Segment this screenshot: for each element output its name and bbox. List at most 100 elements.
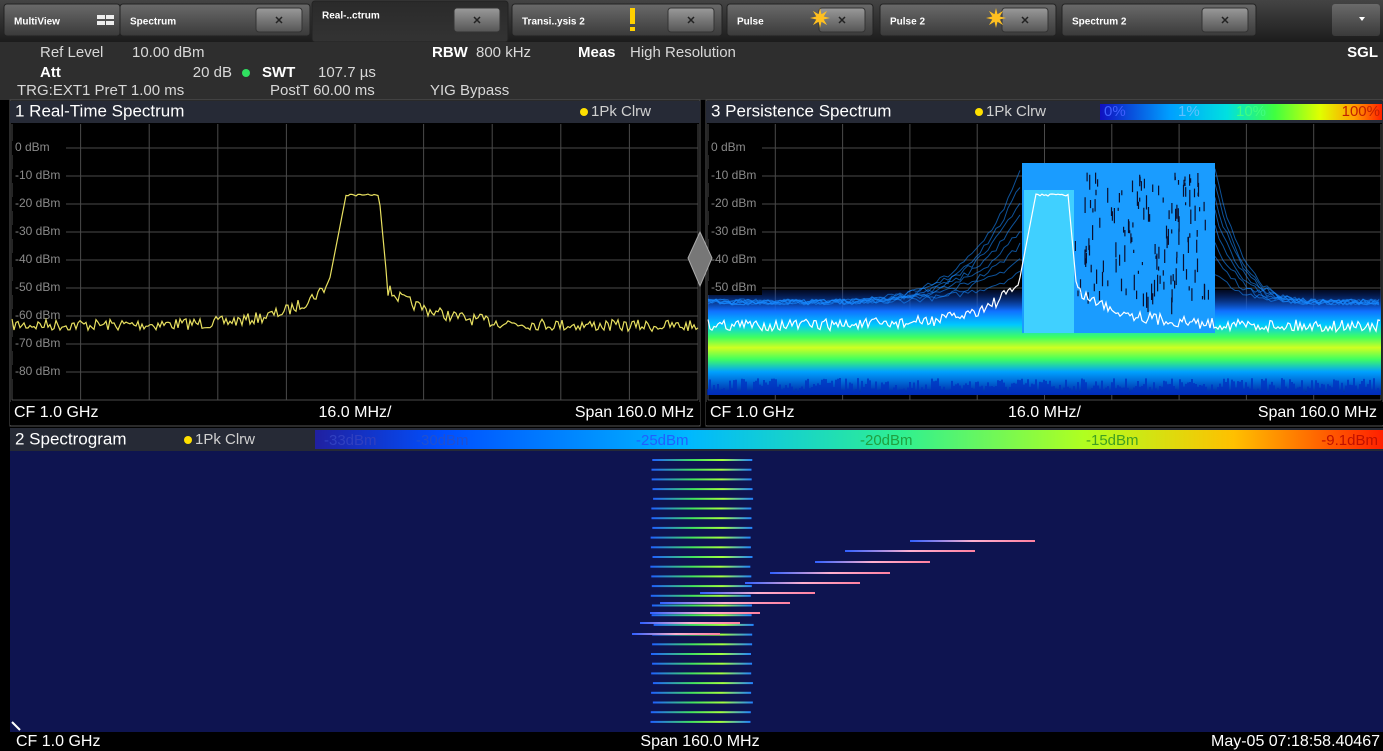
spectrogram-line	[652, 585, 752, 587]
trigger: TRG:EXT1 PreT 1.00 ms	[17, 82, 184, 99]
spectrogram-line	[652, 643, 752, 645]
meas-label: Meas	[578, 44, 616, 61]
trace-label: 1Pk Clrw	[591, 103, 651, 120]
y-tick-label: 0 dBm	[711, 140, 746, 154]
persistence-block	[1024, 190, 1074, 333]
color-bar-label: -9.1dBm	[1321, 432, 1378, 449]
ref-level-label: Ref Level	[40, 44, 103, 61]
spectrogram-line	[652, 478, 752, 480]
multiview-icon	[106, 15, 114, 19]
tab-label: Pulse	[737, 17, 764, 28]
color-bar-label: -30dBm	[416, 432, 469, 449]
post-trigger: PostT 60.00 ms	[270, 82, 375, 99]
spectrogram-line	[651, 672, 751, 674]
color-bar	[315, 430, 1383, 449]
rbw-label: RBW	[432, 44, 469, 61]
color-bar-label: 0%	[1104, 103, 1126, 120]
spectrogram-line	[652, 663, 752, 665]
att-label: Att	[40, 64, 61, 81]
color-bar-label: 100%	[1342, 103, 1380, 120]
timestamp: May-05 07:18:58.40467	[1211, 733, 1380, 750]
tab-label: Real-..ctrum	[322, 11, 380, 22]
spectrogram-chirp	[700, 592, 815, 594]
span: Span 160.0 MHz	[1258, 404, 1377, 421]
spectrogram-line	[653, 682, 753, 684]
tabs: MultiView Spectrum Real-..ctrum Transi..ysi…	[4, 1, 1380, 42]
spectrogram-line	[653, 702, 753, 704]
multiview-icon	[97, 21, 105, 25]
sweep-mode: SGL	[1347, 44, 1378, 61]
trace-label: 1Pk Clrw	[986, 103, 1046, 120]
tab-label: Spectrum	[130, 17, 176, 28]
ref-level-value: 10.00 dBm	[132, 44, 205, 61]
y-tick-label: -40 dBm	[711, 252, 756, 266]
multiview-icon	[106, 21, 114, 25]
spectrogram-line	[652, 556, 752, 558]
spectrogram-chirp	[640, 622, 740, 624]
center-frequency: CF 1.0 GHz	[14, 404, 98, 421]
spectrogram-chirp	[910, 540, 1035, 542]
window-title: 1 Real-Time Spectrum	[15, 101, 184, 120]
color-bar-label: -25dBm	[636, 432, 689, 449]
y-tick-label: -70 dBm	[15, 336, 60, 350]
spectrogram-line	[652, 614, 752, 616]
color-bar-label: 10%	[1236, 103, 1266, 120]
y-tick-label: -50 dBm	[711, 280, 756, 294]
span: Span 160.0 MHz	[640, 733, 759, 750]
division: 16.0 MHz/	[1008, 404, 1081, 421]
window-title: 2 Spectrogram	[15, 429, 127, 448]
trace-dot	[580, 108, 588, 116]
spectrogram-line	[653, 498, 753, 500]
tab-label: Transi..ysis 2	[522, 17, 585, 28]
spectrogram-line	[651, 508, 751, 510]
screen: MultiView Spectrum Real-..ctrum Transi..ysi…	[0, 0, 1383, 751]
spectrogram-line	[651, 711, 751, 713]
spectrogram-line	[651, 537, 751, 539]
multiview-icon	[97, 15, 105, 19]
spectrogram-chirp	[660, 602, 790, 604]
y-tick-label: -40 dBm	[15, 252, 60, 266]
tab-label: MultiView	[14, 17, 60, 28]
tab-menu[interactable]	[1332, 4, 1380, 36]
spectrogram-line	[650, 721, 750, 723]
color-bar-label: -33dBm	[324, 432, 377, 449]
center-frequency: CF 1.0 GHz	[710, 404, 794, 421]
center-frequency: CF 1.0 GHz	[16, 733, 100, 750]
y-tick-label: -20 dBm	[15, 196, 60, 210]
spectrogram-line	[651, 546, 751, 548]
spectrogram-line	[652, 527, 752, 529]
tab-label: Spectrum 2	[1072, 17, 1127, 28]
y-tick-label: -60 dBm	[15, 308, 60, 322]
spectrogram-line	[652, 469, 752, 471]
spectrogram-chirp	[632, 633, 720, 635]
star-icon	[810, 8, 830, 28]
spectrogram-line	[654, 624, 754, 626]
att-value: 20 dB	[193, 64, 232, 81]
rbw-value: 800 kHz	[476, 44, 531, 61]
y-tick-label: -30 dBm	[15, 224, 60, 238]
trace-dot	[184, 436, 192, 444]
warning-icon	[630, 27, 635, 31]
y-tick-label: -10 dBm	[711, 168, 756, 182]
status-dot	[242, 69, 250, 77]
spectrogram-line	[652, 459, 752, 461]
color-bar-label: 1%	[1178, 103, 1200, 120]
star-icon	[986, 8, 1006, 28]
spectrogram-chirp	[815, 561, 930, 563]
spectrogram-chirp	[650, 612, 760, 614]
warning-icon	[630, 8, 635, 24]
trace-label: 1Pk Clrw	[195, 431, 255, 448]
y-tick-label: -10 dBm	[15, 168, 60, 182]
trace-dot	[975, 108, 983, 116]
spectrogram-line	[651, 653, 751, 655]
spectrogram-chirp	[745, 582, 860, 584]
tab-label: Pulse 2	[890, 17, 925, 28]
page: MultiView Spectrum Real-..ctrum Transi..ysi…	[0, 0, 1383, 751]
y-tick-label: -50 dBm	[15, 280, 60, 294]
spectrogram-line	[652, 605, 752, 607]
span: Span 160.0 MHz	[575, 404, 694, 421]
spectrogram-line	[651, 595, 751, 597]
y-tick-label: -20 dBm	[711, 196, 756, 210]
spectrogram-line	[651, 517, 751, 519]
